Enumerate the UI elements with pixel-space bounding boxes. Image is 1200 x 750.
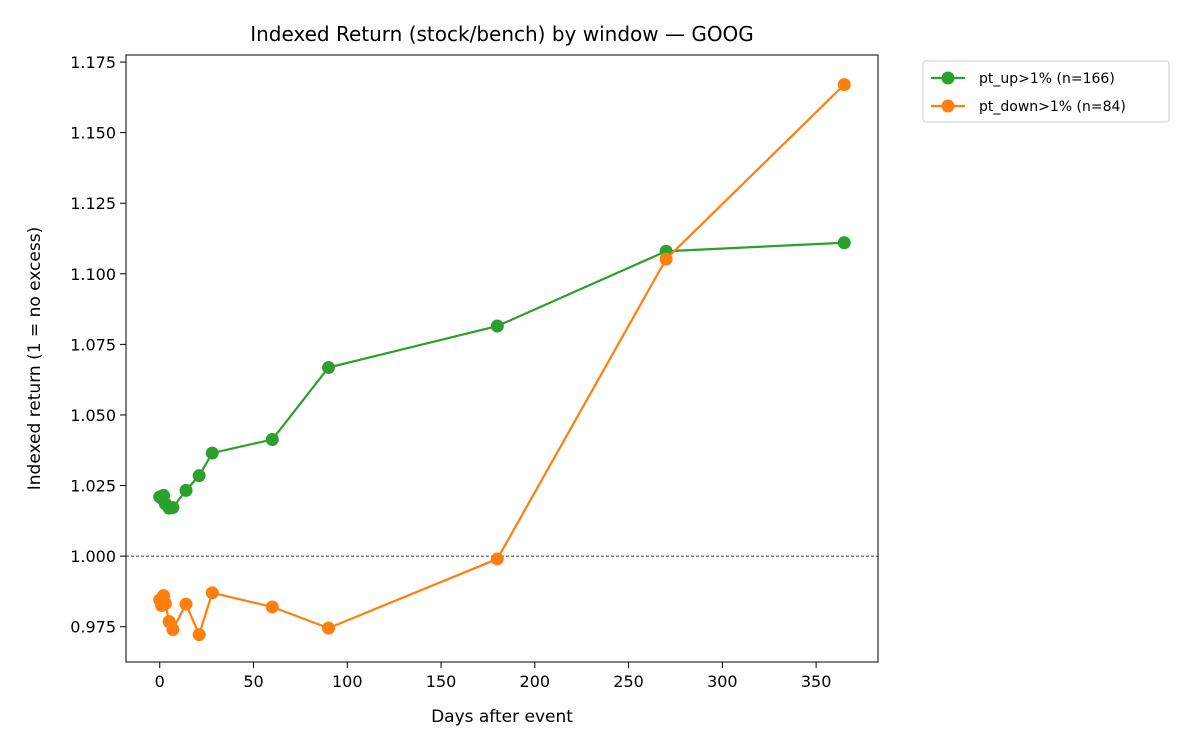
data-point (837, 78, 851, 92)
x-tick-label: 250 (613, 672, 644, 691)
x-axis-label: Days after event (431, 707, 573, 727)
series-line-0 (159, 241, 845, 510)
x-tick-label: 350 (801, 672, 832, 691)
x-tick-label: 200 (520, 672, 551, 691)
x-tick-label: 150 (426, 672, 457, 691)
data-point (179, 597, 193, 611)
y-axis: 0.975 1.000 1.025 1.050 1.075 1.100 1.125 1.150… (70, 53, 126, 637)
y-tick-label: 1.050 (70, 406, 116, 425)
y-axis-label: Indexed return (1 = no excess) (25, 227, 45, 490)
y-tick-label: 1.025 (70, 477, 116, 496)
legend: pt_up>1% (n=166) pt_down>1% (n=84) (922, 60, 1170, 123)
y-tick-label: 1.150 (70, 124, 116, 143)
data-point (265, 600, 279, 614)
data-point (192, 628, 206, 642)
x-tick-label: 50 (243, 672, 263, 691)
x-axis: 0 50 100 150 200 250 300 350 (155, 662, 832, 691)
y-tick-label: 1.100 (70, 265, 116, 284)
data-point (166, 623, 180, 637)
legend-label-0: pt_up>1% (n=166) (979, 71, 1115, 87)
y-tick-label: 1.000 (70, 547, 116, 566)
chart-title: Indexed Return (stock/bench) by window —… (250, 22, 754, 46)
legend-marker-0 (941, 71, 955, 85)
data-point (837, 236, 851, 250)
data-point (192, 469, 206, 483)
x-tick-label: 300 (707, 672, 738, 691)
data-point (490, 319, 504, 333)
legend-label-1: pt_down>1% (n=84) (979, 99, 1126, 115)
y-tick-label: 1.125 (70, 194, 116, 213)
data-point (205, 586, 219, 600)
data-point (166, 501, 180, 515)
data-point (158, 597, 172, 611)
data-point (205, 446, 219, 460)
data-point (322, 361, 336, 375)
plot-area-frame (125, 54, 879, 663)
x-tick-label: 0 (155, 672, 165, 691)
legend-marker-1 (941, 99, 955, 113)
data-point (659, 252, 673, 266)
legend-frame (922, 60, 1170, 123)
data-point (490, 552, 504, 566)
data-point (179, 483, 193, 497)
data-point (265, 433, 279, 447)
y-tick-label: 0.975 (70, 618, 116, 637)
x-tick-label: 100 (332, 672, 363, 691)
y-tick-label: 1.075 (70, 335, 116, 354)
series-line-1 (158, 83, 846, 638)
y-tick-label: 1.175 (70, 53, 116, 72)
data-point (322, 621, 336, 635)
